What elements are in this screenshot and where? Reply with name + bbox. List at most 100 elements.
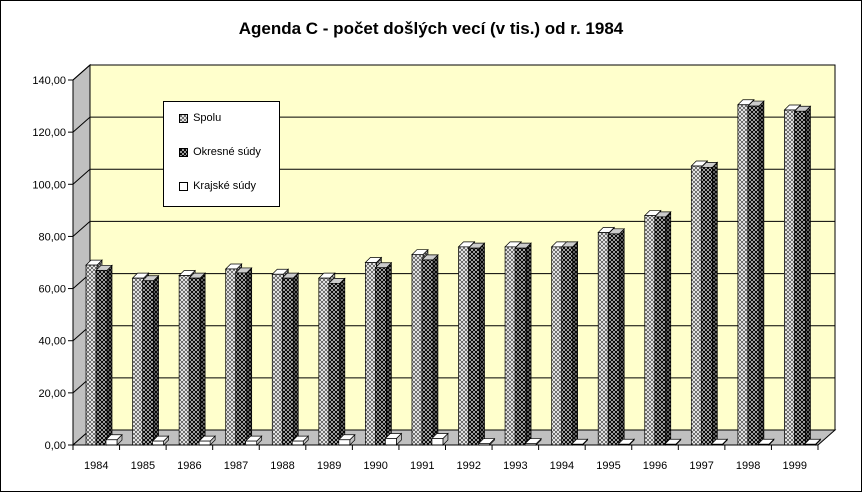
x-tick-label: 1997 [689, 460, 713, 472]
bar-front [597, 232, 610, 446]
bar-front [551, 246, 563, 446]
bar-side [479, 242, 485, 446]
y-tick-label: 120,00 [32, 127, 66, 139]
legend: Spolu Okresné súdy Krajské súdy [163, 101, 280, 207]
bar-front [607, 233, 620, 446]
x-tick-label: 1990 [363, 460, 387, 472]
x-tick-label: 1998 [736, 460, 760, 472]
legend-label-okresne-sudy: Okresné súdy [193, 146, 261, 159]
bar-front [152, 440, 164, 446]
bar-front [468, 247, 480, 446]
bar-okresne-sudy [700, 161, 719, 446]
x-tick-label: 1993 [503, 460, 527, 472]
bar-side [758, 100, 765, 446]
bar-front [561, 246, 573, 446]
bar-front [178, 275, 191, 446]
bar-front [188, 277, 201, 446]
bar-side [432, 254, 439, 446]
bar-front [747, 105, 760, 446]
bar-okresne-sudy [514, 242, 532, 446]
x-tick-label: 1999 [782, 460, 806, 472]
bar-okresne-sudy [234, 267, 253, 446]
bar-front [85, 264, 98, 446]
bar-krajske-sudy [337, 433, 356, 446]
bar-side [292, 272, 299, 446]
x-tick-label: 1984 [84, 460, 108, 472]
bar-front [375, 267, 387, 446]
bar-krajske-sudy [198, 435, 216, 446]
bar-okresne-sudy [793, 105, 812, 446]
bar-krajske-sudy [151, 435, 170, 446]
bar-front [458, 246, 470, 446]
x-tick-label: 1987 [224, 460, 248, 472]
gridline [72, 116, 835, 133]
x-tick-label: 1996 [643, 460, 667, 472]
bar-front [784, 109, 796, 446]
bar-okresne-sudy [95, 264, 113, 446]
bar-side [805, 105, 811, 446]
bar-front [431, 438, 444, 446]
legend-label-krajske-sudy: Krajské súdy [193, 180, 257, 193]
gridline [72, 220, 835, 237]
bar-front [328, 283, 341, 446]
y-tick-label: 0,00 [45, 440, 66, 452]
legend-item-krajske-sudy: Krajské súdy [179, 180, 256, 194]
bar-front [411, 254, 424, 446]
gridline [72, 64, 835, 81]
bar-front [318, 277, 331, 446]
x-tick-label: 1989 [317, 460, 341, 472]
x-tick-label: 1988 [270, 460, 294, 472]
bar-okresne-sudy [281, 272, 300, 446]
y-tick-label: 20,00 [38, 388, 66, 400]
bar-front [514, 247, 527, 446]
bar-krajske-sudy [431, 432, 449, 446]
bar-okresne-sudy [327, 277, 346, 446]
bar-side [572, 241, 578, 446]
bar-front [225, 268, 238, 446]
bar-side [199, 272, 206, 446]
bar-okresne-sudy [188, 272, 206, 446]
bar-front [95, 269, 108, 446]
chart-title: Agenda C - počet došlých vecí (v tis.) o… [238, 19, 624, 38]
y-tick-label: 100,00 [32, 179, 66, 191]
bar-side [525, 242, 532, 446]
bar-front [700, 166, 713, 446]
bar-front [385, 438, 397, 446]
bar-krajske-sudy [105, 433, 123, 446]
bar-okresne-sudy [374, 261, 393, 446]
bar-side [339, 277, 346, 446]
bar-front [690, 165, 703, 446]
x-tick-label: 1995 [596, 460, 620, 472]
bar-side [665, 211, 672, 446]
bar-okresne-sudy [653, 211, 672, 446]
bar-front [737, 104, 750, 446]
x-tick-label: 1994 [550, 460, 574, 472]
bar-front [504, 246, 517, 446]
bar-front [338, 439, 351, 446]
bar-okresne-sudy [421, 254, 439, 446]
bar-side [246, 267, 253, 446]
bar-front [271, 273, 284, 446]
bar-front [281, 277, 294, 446]
bar-front [654, 216, 667, 446]
y-tick-label: 140,00 [32, 75, 66, 87]
y-tick-label: 60,00 [38, 284, 66, 296]
bar-front [142, 280, 154, 446]
y-tick-label: 40,00 [38, 336, 66, 348]
bar-okresne-sudy [141, 274, 160, 446]
legend-item-okresne-sudy: Okresné súdy [179, 146, 261, 160]
bar-front [291, 440, 304, 446]
x-tick-label: 1985 [131, 460, 155, 472]
bar-front [235, 272, 248, 446]
bar-front [644, 215, 657, 446]
bar-front [132, 277, 144, 446]
legend-label-spolu: Spolu [193, 112, 222, 125]
bar-krajske-sudy [291, 435, 310, 446]
bar-okresne-sudy [467, 242, 486, 446]
bar-front [421, 259, 434, 446]
legend-item-spolu: Spolu [179, 112, 221, 126]
gridline [72, 168, 835, 185]
bar-side [711, 161, 718, 446]
bar-front [198, 440, 211, 446]
